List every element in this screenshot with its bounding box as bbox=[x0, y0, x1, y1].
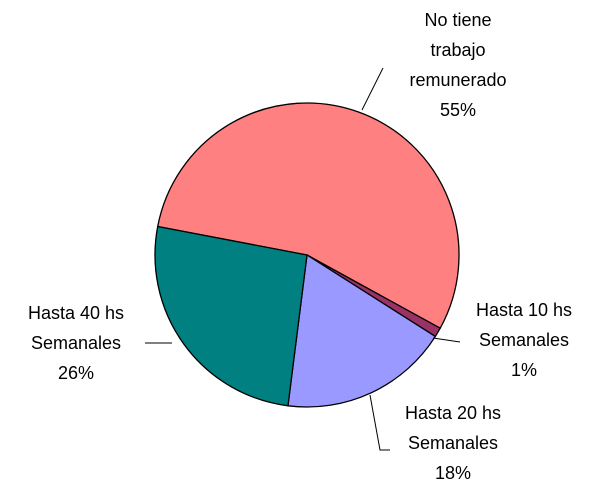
category-label: No tiene trabajo remunerado bbox=[409, 10, 507, 90]
pie-slice bbox=[154, 225, 308, 407]
category-label: Hasta 40 hs Semanales bbox=[27, 303, 125, 353]
leader-line bbox=[361, 67, 384, 111]
slice-label: Hasta 10 hs Semanales 1% bbox=[459, 295, 589, 385]
slice-label: Hasta 20 hs Semanales 18% bbox=[388, 398, 518, 488]
leader-line bbox=[432, 337, 461, 343]
pie-slice bbox=[287, 253, 437, 408]
category-label: Hasta 20 hs Semanales bbox=[404, 403, 502, 453]
category-label: Hasta 10 hs Semanales bbox=[475, 300, 573, 350]
value-label: 26% bbox=[57, 363, 95, 383]
value-label: 1% bbox=[510, 360, 537, 380]
value-label: 55% bbox=[439, 100, 477, 120]
value-label: 18% bbox=[434, 463, 472, 483]
slice-label: Hasta 40 hs Semanales 26% bbox=[11, 298, 141, 388]
leader-line bbox=[369, 394, 390, 451]
pie-slice bbox=[156, 102, 460, 330]
slice-label: No tiene trabajo remunerado 55% bbox=[393, 5, 523, 125]
